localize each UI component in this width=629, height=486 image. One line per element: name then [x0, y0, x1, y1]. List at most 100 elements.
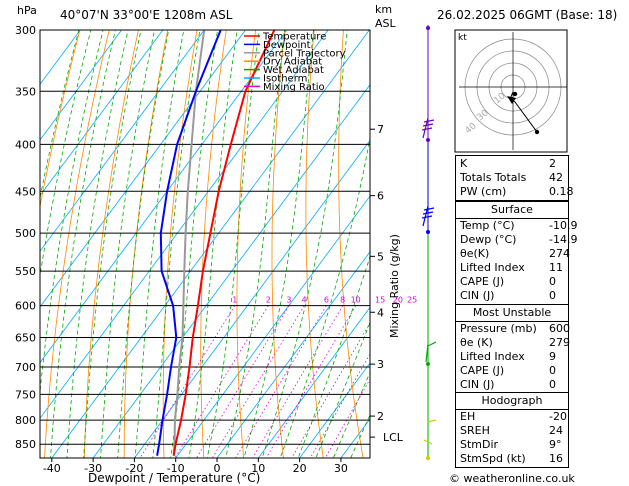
mu-value: 0: [549, 378, 556, 391]
surface-label: Temp (°C): [460, 219, 515, 232]
hodograph-table: Hodograph EH -20 SREH 24 StmDir 9° StmSpd (…: [455, 392, 569, 468]
surface-label: θe(K): [460, 247, 490, 260]
dewpoint-line: [156, 30, 222, 456]
wind-barb-flag: [422, 123, 434, 127]
isotherm: [40, 30, 205, 252]
isotherm: [40, 30, 81, 85]
temperature-tick-label: 30: [334, 462, 348, 475]
pressure-tick-label: 400: [15, 138, 36, 151]
indices-table: K 2 Totals Totals 42 PW (cm) 0.18: [455, 155, 574, 201]
index-value: 2: [549, 157, 556, 170]
mixing-ratio-line: [195, 305, 290, 458]
mu-value: 279: [549, 336, 570, 349]
hodograph-frame: [454, 29, 568, 153]
surface-value: -10.9: [549, 219, 578, 232]
dry-adiabat: [401, 3, 445, 467]
mixing-ratio-axis-label: Mixing Ratio (g/kg): [388, 234, 401, 338]
isotherm: [299, 362, 370, 458]
dry-adiabat: [200, 30, 227, 458]
divider: [456, 321, 568, 322]
isotherm: [257, 306, 370, 458]
profiles: [156, 30, 276, 456]
parcel-trajectory-line: [172, 30, 206, 456]
mu-label: θe (K): [460, 336, 493, 349]
surface-value: 274: [549, 247, 570, 260]
height-tick-label: LCL: [383, 431, 404, 444]
pressure-tick-label: 450: [15, 185, 36, 198]
surface-label: CIN (J): [460, 289, 495, 302]
divider: [456, 218, 568, 219]
surface-value: 0: [549, 275, 556, 288]
isotherm: [92, 84, 370, 458]
surface-value: 0: [549, 289, 556, 302]
pressure-tick-label: 500: [15, 227, 36, 240]
wind-barb-flag: [427, 419, 437, 423]
temperature-tick-label: -10: [167, 462, 185, 475]
surface-value: -14.9: [549, 233, 578, 246]
storm-motion-arrow: [507, 96, 516, 104]
mixing-ratio-line: [139, 305, 236, 458]
most-unstable-title: Most Unstable: [472, 306, 552, 319]
pressure-tick-label: 300: [15, 24, 36, 37]
mixing-ratio-label: 4: [302, 296, 307, 305]
wind-profile: [421, 25, 437, 460]
dry-adiabat: [44, 30, 110, 458]
isotherm: [40, 30, 123, 141]
hodo-value: 9°: [549, 438, 562, 451]
diagram-grid: [40, 3, 629, 467]
wet-adiabat: [83, 30, 142, 458]
wind-barb-flag: [427, 341, 437, 347]
mixing-ratio-label: 10: [351, 296, 361, 305]
temperature-tick-label: 0: [214, 462, 221, 475]
dry-adiabat: [236, 30, 257, 458]
asl-unit-label: ASL: [375, 17, 397, 30]
isotherm: [175, 195, 370, 458]
hodo-label: SREH: [460, 424, 490, 437]
legend-label: Parcel Trajectory: [263, 48, 346, 59]
wet-adiabat: [117, 30, 170, 458]
index-value: 0.18: [549, 185, 574, 198]
hodograph-point: [512, 91, 518, 97]
legend-label: Dry Adiabat: [263, 57, 322, 68]
surface-label: CAPE (J): [460, 275, 505, 288]
copyright: © weatheronline.co.uk: [449, 472, 575, 485]
pressure-tick-label: 850: [15, 438, 36, 451]
wind-barb-flag: [422, 211, 434, 215]
wind-barb-flag: [421, 215, 433, 219]
height-tick-label: 6: [377, 190, 384, 203]
pressure-tick-label: 700: [15, 361, 36, 374]
surface-label: Lifted Index: [460, 261, 525, 274]
wind-barb-flag: [421, 127, 433, 131]
location-title: 40°07'N 33°00'E 1208m ASL: [60, 8, 233, 22]
mixing-ratio-label: 3: [286, 296, 291, 305]
wet-adiabat: [315, 321, 370, 458]
wind-level-dot: [426, 26, 430, 30]
legend-label: Isotherm: [263, 74, 307, 85]
pressure-unit-label: hPa: [17, 4, 37, 17]
hodo-value: 16: [549, 452, 563, 465]
legend-label: Temperature: [262, 32, 326, 43]
wind-barb-staff: [425, 343, 429, 363]
dry-adiabat: [162, 30, 198, 458]
isotherm: [51, 30, 370, 458]
dry-adiabat: [575, 3, 629, 467]
index-label: PW (cm): [460, 185, 507, 198]
pressure-tick-label: 600: [15, 300, 36, 313]
mixing-ratio-line: [252, 305, 344, 458]
mixing-ratio-label: 15: [375, 296, 385, 305]
dry-adiabat: [83, 30, 139, 458]
pressure-axis: 300 350 400 450 500 550 600 650 700 750 800 850: [15, 24, 36, 451]
mixing-ratio-label: 1: [232, 296, 237, 305]
mixing-ratio-label: 20: [393, 296, 403, 305]
pressure-tick-label: 750: [15, 388, 36, 401]
mu-label: Lifted Index: [460, 350, 525, 363]
temperature-tick-label: 10: [251, 462, 265, 475]
mixing-ratio-line: [174, 305, 269, 458]
height-tick-label: 2: [377, 410, 384, 423]
most-unstable-table: Most Unstable Pressure (mb) 600 θe (K) 279…: [455, 304, 570, 394]
dry-adiabat: [338, 30, 364, 458]
pressure-tick-label: 350: [15, 85, 36, 98]
mixing-ratio-labels: 1 2 3 4 6 8 10 15 20 25: [232, 296, 417, 305]
